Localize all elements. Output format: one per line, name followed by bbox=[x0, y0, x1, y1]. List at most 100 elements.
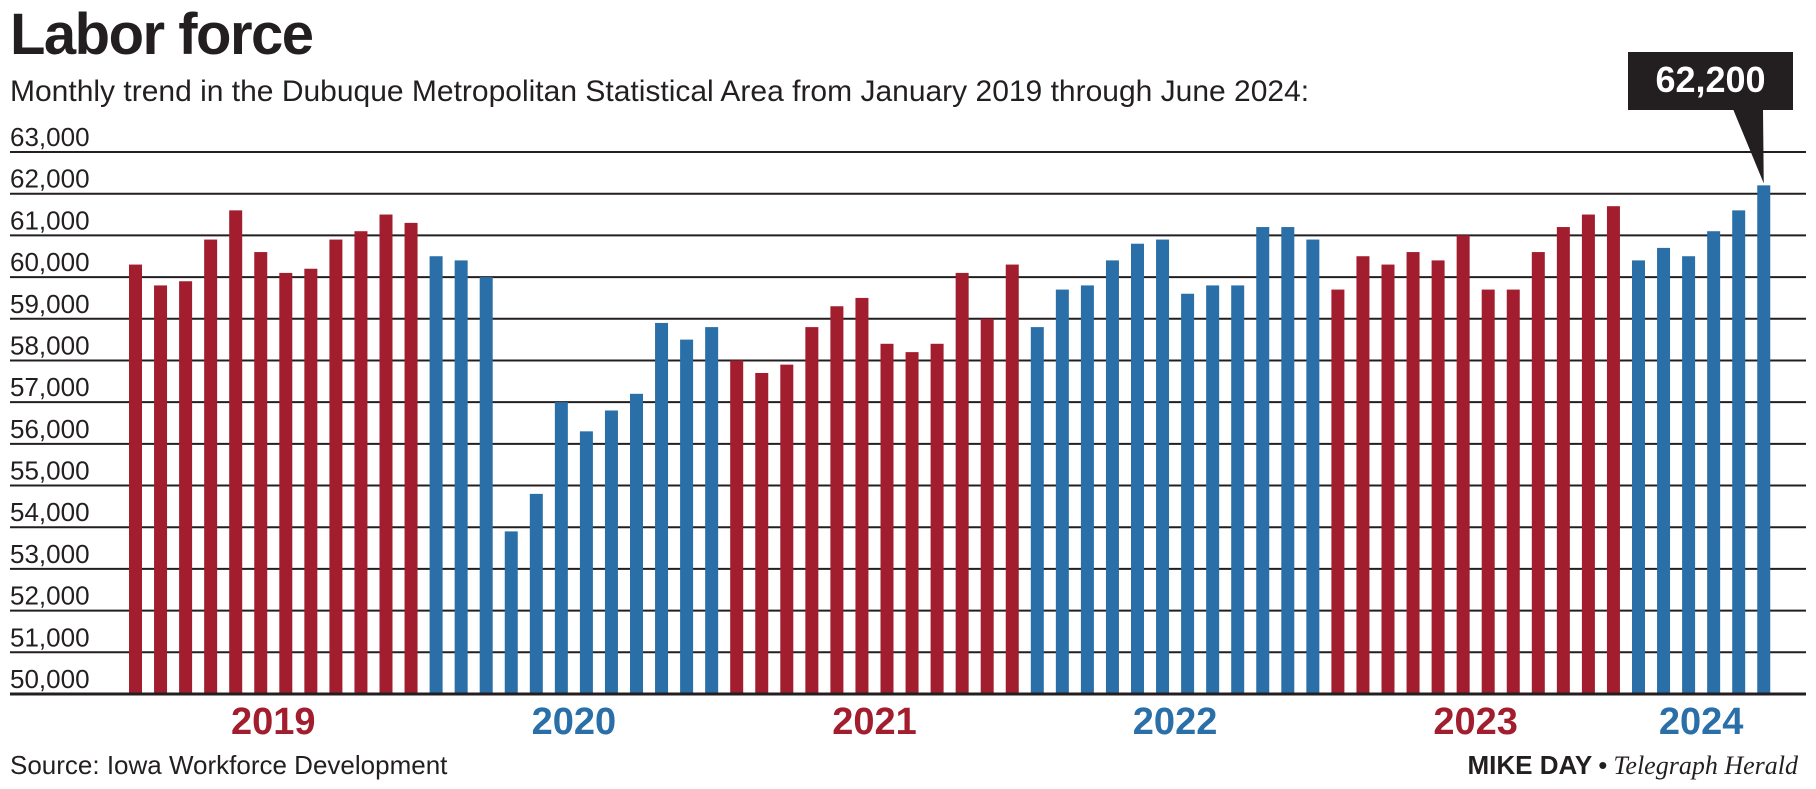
credit-line: MIKE DAY • Telegraph Herald bbox=[1468, 750, 1799, 781]
bar-2021 bbox=[780, 364, 794, 694]
callout-pointer bbox=[1733, 109, 1764, 184]
bar-2019 bbox=[229, 210, 243, 694]
year-label: 2022 bbox=[1133, 701, 1218, 743]
bar-2021 bbox=[930, 343, 944, 694]
bar-2019 bbox=[279, 272, 293, 694]
bar-2020 bbox=[554, 402, 568, 694]
bar-2023 bbox=[1531, 252, 1545, 695]
bar-2019 bbox=[379, 214, 393, 695]
x-axis-year-labels: 2019 2020 2021 2022 2023 2024 bbox=[231, 701, 1743, 743]
bar-2021 bbox=[880, 343, 894, 694]
y-tick-label: 56,000 bbox=[10, 414, 90, 444]
bar-2021 bbox=[830, 306, 844, 694]
bar-2020 bbox=[680, 339, 694, 694]
bar-2022 bbox=[1156, 239, 1170, 695]
bars bbox=[129, 185, 1771, 695]
y-tick-label: 62,000 bbox=[10, 164, 90, 194]
year-label: 2024 bbox=[1659, 701, 1744, 743]
chart-subtitle: Monthly trend in the Dubuque Metropolita… bbox=[10, 75, 1310, 108]
y-tick-label: 57,000 bbox=[10, 372, 90, 402]
bar-2019 bbox=[154, 285, 168, 694]
bar-2024 bbox=[1632, 260, 1645, 694]
bar-2022 bbox=[1030, 327, 1044, 694]
bar-2023 bbox=[1431, 260, 1445, 694]
chart-title: Labor force bbox=[10, 2, 314, 67]
bar-2023 bbox=[1481, 289, 1495, 694]
bar-2021 bbox=[755, 372, 769, 694]
bar-2023 bbox=[1581, 214, 1595, 695]
bar-2022 bbox=[1131, 243, 1144, 694]
y-tick-label: 54,000 bbox=[10, 497, 90, 527]
bar-2021 bbox=[730, 360, 744, 694]
year-label: 2020 bbox=[532, 701, 617, 743]
y-tick-label: 59,000 bbox=[10, 289, 90, 319]
bar-2019 bbox=[179, 281, 193, 694]
y-tick-label: 50,000 bbox=[10, 664, 90, 694]
bar-2024 bbox=[1657, 247, 1671, 694]
y-tick-label: 60,000 bbox=[10, 247, 90, 277]
y-tick-label: 53,000 bbox=[10, 539, 90, 569]
bar-2022 bbox=[1105, 260, 1119, 694]
bar-2023 bbox=[1356, 256, 1370, 694]
bar-2021 bbox=[855, 297, 869, 694]
bar-2020 bbox=[504, 531, 518, 694]
bar-2021 bbox=[980, 318, 994, 694]
bar-2020 bbox=[479, 277, 493, 694]
y-tick-label: 61,000 bbox=[10, 205, 90, 235]
bar-2019 bbox=[129, 264, 142, 694]
bar-2022 bbox=[1281, 227, 1295, 695]
bar-2020 bbox=[604, 410, 618, 694]
y-tick-label: 55,000 bbox=[10, 456, 90, 486]
y-tick-label: 58,000 bbox=[10, 330, 90, 360]
bar-2023 bbox=[1331, 289, 1345, 694]
bar-2024 bbox=[1682, 256, 1696, 694]
bar-2023 bbox=[1456, 235, 1470, 694]
bar-2019 bbox=[254, 252, 268, 695]
bar-2023 bbox=[1406, 252, 1420, 695]
bar-2020 bbox=[454, 260, 468, 694]
bar-2020 bbox=[705, 327, 719, 694]
bar-2022 bbox=[1306, 239, 1320, 695]
bar-2022 bbox=[1206, 285, 1220, 694]
credit-separator: • bbox=[1598, 750, 1608, 780]
year-label: 2023 bbox=[1433, 701, 1518, 743]
y-tick-label: 51,000 bbox=[10, 622, 90, 652]
y-tick-label: 63,000 bbox=[10, 122, 90, 152]
bar-2022 bbox=[1231, 285, 1245, 694]
bar-2020 bbox=[429, 256, 443, 694]
credit-publication: Telegraph Herald bbox=[1613, 751, 1798, 780]
bar-2020 bbox=[655, 322, 669, 694]
bar-2020 bbox=[529, 493, 543, 694]
callout-label: 62,200 bbox=[1655, 59, 1765, 100]
bar-2021 bbox=[905, 352, 919, 694]
credit-author: MIKE DAY bbox=[1467, 750, 1593, 780]
bar-2023 bbox=[1556, 227, 1570, 695]
bar-2020 bbox=[630, 393, 643, 694]
value-callout: 62,200 bbox=[1628, 52, 1793, 184]
bar-2019 bbox=[204, 239, 218, 695]
bar-2024 bbox=[1732, 210, 1746, 694]
bar-2021 bbox=[805, 327, 819, 694]
bar-2019 bbox=[354, 231, 368, 694]
bar-2022 bbox=[1256, 227, 1270, 695]
bar-2024 bbox=[1707, 231, 1721, 694]
y-tick-label: 52,000 bbox=[10, 581, 90, 611]
bar-2023 bbox=[1381, 264, 1395, 694]
source-note: Source: Iowa Workforce Development bbox=[10, 750, 448, 780]
bar-2024 bbox=[1757, 185, 1771, 694]
bar-2022 bbox=[1055, 289, 1069, 694]
bar-2023 bbox=[1606, 206, 1620, 694]
bar-2019 bbox=[304, 268, 318, 694]
callout-box bbox=[1628, 52, 1793, 110]
y-axis-ticks: 63,000 62,000 61,000 60,000 59,000 58,000 57,0… bbox=[10, 122, 90, 694]
year-label: 2019 bbox=[231, 701, 316, 743]
year-label: 2021 bbox=[832, 701, 917, 743]
bar-2022 bbox=[1181, 293, 1195, 694]
bar-2021 bbox=[955, 272, 969, 694]
bar-2023 bbox=[1506, 289, 1520, 694]
bar-2021 bbox=[1005, 264, 1019, 694]
bar-2020 bbox=[579, 431, 593, 694]
bar-2022 bbox=[1080, 285, 1094, 694]
bar-2019 bbox=[404, 222, 418, 694]
